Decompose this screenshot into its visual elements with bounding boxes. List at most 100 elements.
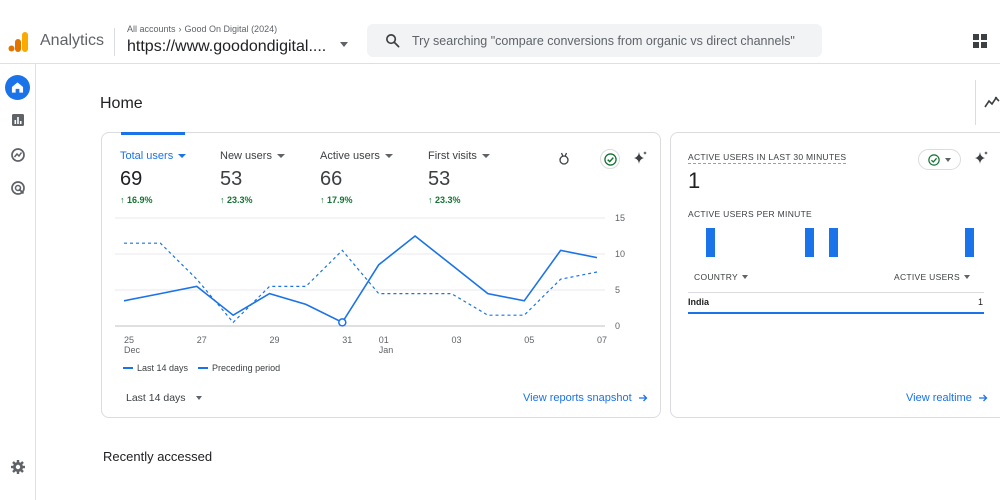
data-point-marker [338, 318, 347, 327]
metric-label: First visits [428, 150, 477, 162]
column-label: COUNTRY [694, 272, 738, 282]
view-reports-snapshot-link[interactable]: View reports snapshot [523, 392, 648, 404]
table-row-bar [688, 312, 984, 314]
x-tick-label: 03 [451, 335, 461, 345]
metric-label: New users [220, 150, 272, 162]
per-minute-bar[interactable] [804, 228, 814, 257]
realtime-title[interactable]: ACTIVE USERS IN LAST 30 MINUTES [688, 152, 847, 164]
check-circle-icon [928, 153, 940, 166]
realtime-value: 1 [688, 168, 701, 193]
x-tick-label: 07 [597, 335, 607, 345]
metric-tab-total-users[interactable]: Total users 69 ↑ 16.9% [120, 150, 187, 205]
current-period-line [123, 234, 598, 324]
metric-change: ↑ 17.9% [320, 195, 353, 205]
sparkle-icon[interactable] [971, 148, 991, 168]
per-minute-label: ACTIVE USERS PER MINUTE [688, 209, 813, 219]
legend-current-label: Last 14 days [137, 363, 189, 373]
x-tick-label: 29 [270, 335, 280, 345]
nav-home-button[interactable] [5, 75, 30, 100]
country-column-header[interactable]: COUNTRY [694, 272, 748, 282]
metric-value: 66 [320, 168, 343, 190]
legend-dashed-swatch [198, 367, 209, 369]
property-selector[interactable]: https://www.goodondigital.... [127, 38, 327, 55]
legend-solid-swatch [123, 367, 133, 369]
left-navigation [0, 64, 36, 500]
metric-value: 69 [120, 168, 143, 190]
chevron-right-icon: › [178, 24, 182, 34]
chart-legend: Last 14 days Preceding period [123, 363, 280, 373]
award-icon[interactable] [554, 149, 574, 169]
metric-label: Total users [120, 150, 174, 162]
breadcrumb[interactable]: All accounts › Good On Digital (2024) [127, 24, 277, 34]
header-divider [114, 28, 115, 56]
metric-label: Active users [320, 150, 380, 162]
reports-icon[interactable] [10, 112, 26, 128]
view-realtime-link[interactable]: View realtime [906, 392, 988, 404]
table-row-country: India [688, 297, 710, 307]
metric-tab-first-visits[interactable]: First visits 53 ↑ 23.3% [428, 150, 490, 205]
explore-icon[interactable] [10, 147, 26, 163]
per-minute-bar[interactable] [965, 228, 974, 257]
x-tick-sublabel: Jan [379, 345, 394, 355]
y-tick-label: 15 [615, 213, 625, 223]
caret-down-icon [963, 275, 970, 279]
link-label: View reports snapshot [523, 392, 632, 404]
caret-down-icon [384, 154, 393, 158]
x-tick-label: 31 [342, 335, 352, 345]
x-tick-label: 27 [197, 335, 207, 345]
search-bar[interactable] [367, 24, 822, 57]
breadcrumb-all-accounts[interactable]: All accounts [127, 24, 176, 34]
x-tick-sublabel: Dec [124, 345, 141, 355]
gear-icon[interactable] [10, 459, 26, 475]
sparkle-icon[interactable] [630, 148, 650, 168]
x-tick-label: 01 [379, 335, 389, 345]
per-minute-bar[interactable] [829, 228, 839, 257]
metric-tab-active-users[interactable]: Active users 66 ↑ 17.9% [320, 150, 393, 205]
home-icon [11, 82, 24, 93]
date-range-selector[interactable]: Last 14 days [126, 392, 202, 404]
search-input[interactable]: Try searching "compare conversions from … [412, 34, 795, 48]
caret-down-icon [276, 154, 285, 158]
link-label: View realtime [906, 392, 972, 404]
per-minute-bar[interactable] [706, 228, 715, 257]
metric-change: ↑ 23.3% [220, 195, 253, 205]
metric-value: 53 [428, 168, 451, 190]
y-tick-label: 5 [615, 285, 620, 295]
caret-down-icon [741, 275, 748, 279]
metric-tab-new-users[interactable]: New users 53 ↑ 23.3% [220, 150, 285, 205]
apps-grid-icon[interactable] [973, 34, 987, 48]
overview-card [101, 132, 661, 418]
analytics-logo-icon[interactable] [8, 30, 30, 52]
arrow-right-icon [978, 394, 988, 402]
caret-down-icon [945, 157, 951, 162]
check-circle-icon[interactable] [600, 149, 620, 169]
metric-change: ↑ 23.3% [428, 195, 461, 205]
arrow-right-icon [638, 394, 648, 402]
preceding-period-line [124, 242, 598, 324]
x-tick-label: 25 [124, 335, 134, 345]
insights-icon[interactable] [984, 95, 1000, 109]
table-row-users: 1 [978, 297, 984, 307]
realtime-status-dropdown[interactable] [918, 149, 961, 170]
metric-value: 53 [220, 168, 243, 190]
advertising-icon[interactable] [10, 180, 26, 196]
y-tick-label: 0 [615, 321, 620, 331]
table-divider [688, 292, 984, 293]
caret-down-icon [178, 154, 187, 158]
legend-previous-label: Preceding period [212, 363, 281, 373]
search-icon [386, 34, 400, 48]
realtime-card [670, 132, 1000, 418]
breadcrumb-account[interactable]: Good On Digital (2024) [184, 24, 278, 34]
recently-accessed-title: Recently accessed [103, 449, 213, 464]
app-name: Analytics [40, 32, 105, 49]
caret-down-icon [481, 154, 490, 158]
x-tick-label: 05 [524, 335, 534, 345]
active-users-column-header[interactable]: ACTIVE USERS [894, 272, 970, 282]
active-tab-indicator [121, 132, 185, 135]
caret-down-icon [195, 396, 202, 400]
page-title: Home [100, 95, 143, 112]
column-label: ACTIVE USERS [894, 272, 960, 282]
caret-down-icon[interactable] [340, 42, 348, 47]
metric-change: ↑ 16.9% [120, 195, 153, 205]
